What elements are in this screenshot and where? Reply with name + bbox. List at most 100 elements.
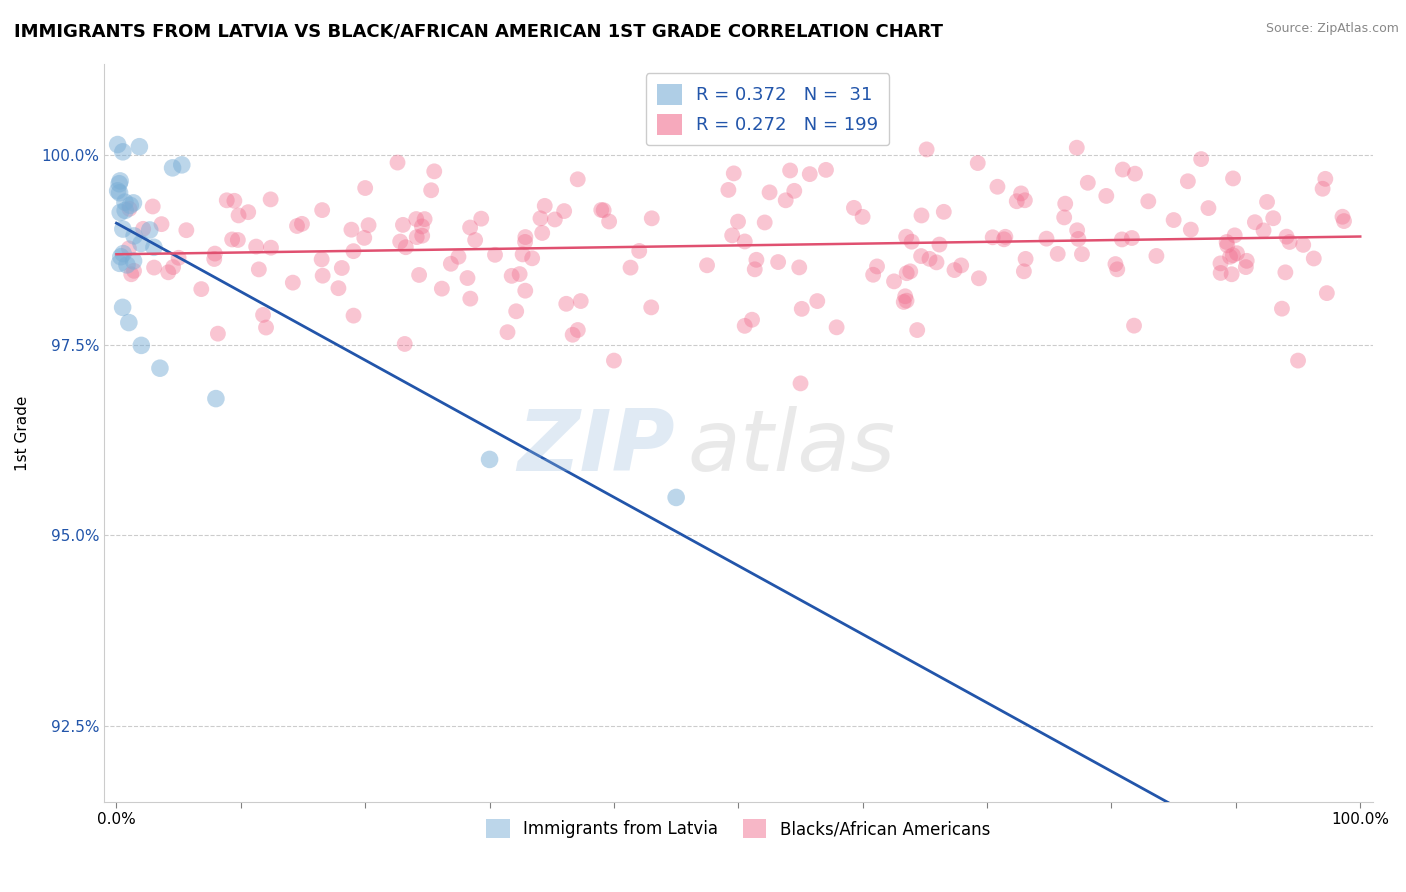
- Point: [405, 230, 427, 244]
- Point: [734, 235, 756, 249]
- Point: [1035, 232, 1057, 246]
- Point: [311, 268, 333, 283]
- Point: [896, 293, 918, 308]
- Point: [1286, 353, 1309, 368]
- Point: [783, 184, 806, 198]
- Point: [420, 183, 443, 197]
- Point: [311, 203, 333, 218]
- Legend: Immigrants from Latvia, Blacks/African Americans: Immigrants from Latvia, Blacks/African A…: [479, 813, 997, 845]
- Point: [1010, 186, 1032, 201]
- Point: [553, 204, 575, 219]
- Point: [1316, 286, 1339, 301]
- Point: [129, 338, 152, 352]
- Point: [150, 217, 173, 231]
- Point: [1123, 167, 1146, 181]
- Point: [238, 205, 260, 219]
- Point: [915, 143, 938, 157]
- Point: [411, 228, 433, 243]
- Point: [207, 326, 229, 341]
- Point: [775, 194, 797, 208]
- Point: [741, 312, 763, 326]
- Point: [603, 353, 626, 368]
- Point: [531, 226, 554, 240]
- Point: [285, 219, 308, 233]
- Point: [110, 250, 132, 264]
- Point: [460, 292, 482, 306]
- Point: [766, 255, 789, 269]
- Point: [745, 252, 768, 267]
- Point: [981, 230, 1004, 244]
- Point: [107, 137, 129, 152]
- Point: [852, 210, 875, 224]
- Point: [734, 318, 756, 333]
- Point: [128, 139, 150, 153]
- Point: [905, 323, 928, 337]
- Point: [162, 161, 184, 175]
- Point: [1331, 210, 1354, 224]
- Point: [1054, 196, 1077, 211]
- Point: [799, 167, 821, 181]
- Point: [226, 233, 249, 247]
- Point: [567, 172, 589, 186]
- Point: [423, 164, 446, 178]
- Point: [387, 155, 409, 169]
- Point: [910, 249, 932, 263]
- Point: [866, 260, 889, 274]
- Point: [1107, 262, 1129, 277]
- Point: [723, 166, 745, 180]
- Point: [1180, 222, 1202, 236]
- Point: [118, 316, 141, 330]
- Point: [447, 250, 470, 264]
- Point: [561, 327, 583, 342]
- Point: [162, 260, 184, 274]
- Point: [1271, 301, 1294, 316]
- Point: [176, 223, 198, 237]
- Point: [993, 232, 1015, 246]
- Point: [1302, 252, 1324, 266]
- Point: [529, 211, 551, 226]
- Point: [825, 320, 848, 334]
- Point: [665, 491, 688, 505]
- Point: [515, 230, 537, 244]
- Point: [190, 282, 212, 296]
- Point: [790, 301, 813, 316]
- Point: [395, 240, 418, 254]
- Point: [247, 262, 270, 277]
- Point: [1209, 256, 1232, 270]
- Point: [628, 244, 651, 258]
- Point: [1244, 215, 1267, 229]
- Point: [1121, 231, 1143, 245]
- Point: [342, 244, 364, 259]
- Point: [111, 222, 134, 236]
- Point: [1275, 229, 1298, 244]
- Point: [281, 276, 304, 290]
- Point: [1189, 152, 1212, 166]
- Point: [918, 252, 941, 266]
- Point: [943, 263, 966, 277]
- Point: [806, 294, 828, 309]
- Point: [252, 308, 274, 322]
- Point: [458, 220, 481, 235]
- Point: [1104, 257, 1126, 271]
- Point: [1222, 248, 1244, 262]
- Point: [167, 251, 190, 265]
- Point: [544, 212, 567, 227]
- Point: [108, 186, 131, 200]
- Point: [111, 145, 134, 159]
- Point: [1046, 247, 1069, 261]
- Point: [928, 237, 950, 252]
- Point: [143, 260, 166, 275]
- Point: [330, 260, 353, 275]
- Point: [254, 320, 277, 334]
- Point: [1222, 171, 1244, 186]
- Point: [1005, 194, 1028, 209]
- Point: [512, 247, 534, 261]
- Point: [357, 218, 380, 232]
- Point: [142, 240, 165, 254]
- Point: [114, 203, 136, 218]
- Point: [108, 205, 131, 219]
- Point: [555, 297, 578, 311]
- Point: [900, 235, 922, 249]
- Point: [259, 193, 281, 207]
- Point: [842, 201, 865, 215]
